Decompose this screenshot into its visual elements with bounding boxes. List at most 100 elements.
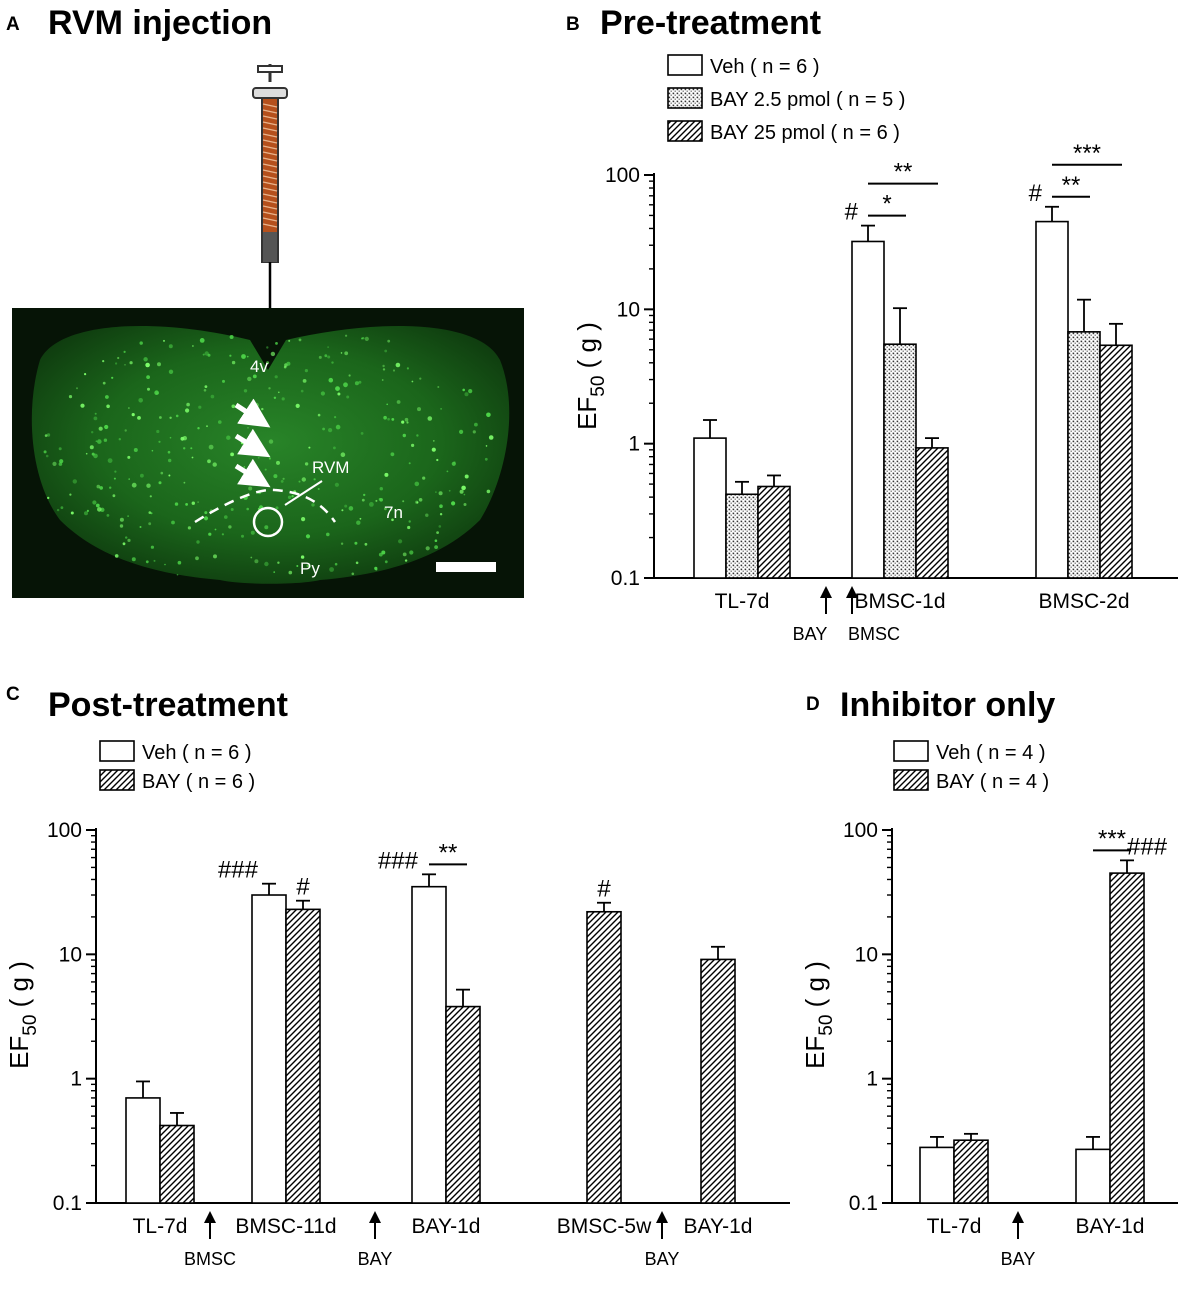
bar-bmsc-2d-dots bbox=[1067, 331, 1101, 579]
legend-entry: Veh ( n = 6 ) bbox=[710, 56, 820, 78]
panel-d: D Inhibitor only 0.1 1 10 100 EF50 ( g ) Veh … bbox=[800, 686, 1178, 1269]
y-tick-label: 1 bbox=[70, 1068, 82, 1091]
bar-bay-1d-hatch bbox=[700, 958, 736, 1204]
arrow-up-icon bbox=[656, 1211, 668, 1239]
bar-bmsc-2d-open bbox=[1035, 220, 1069, 579]
panel-d-title: Inhibitor only bbox=[840, 686, 1055, 724]
panel-a-label: A bbox=[6, 14, 20, 35]
legend-swatch-open bbox=[893, 740, 929, 762]
legend-swatch-open bbox=[667, 54, 703, 76]
y-tick-label: 0.1 bbox=[611, 567, 640, 590]
legend-swatch-dots bbox=[667, 87, 703, 109]
x-tick-label: BAY-1d bbox=[684, 1215, 753, 1238]
x-tick-label: TL-7d bbox=[927, 1215, 982, 1238]
bar-tl-7d-hatch bbox=[159, 1124, 195, 1204]
panel-c-label: C bbox=[6, 684, 20, 705]
bar-bmsc-11d-hatch bbox=[285, 908, 321, 1204]
panel-d-label: D bbox=[806, 694, 820, 715]
significance-mark-hash: ### bbox=[1127, 833, 1168, 860]
significance-stars: ** bbox=[439, 839, 458, 866]
significance-mark-hash: # bbox=[597, 876, 611, 903]
legend-entry: BAY ( n = 4 ) bbox=[936, 771, 1049, 793]
arrow-label: BAY bbox=[645, 1249, 680, 1269]
bar-tl-7d-dots bbox=[725, 493, 759, 579]
significance-stars: ** bbox=[894, 159, 913, 186]
x-tick-label: BAY-1d bbox=[1076, 1215, 1145, 1238]
chart-c: 0.1 1 10 100 EF50 ( g ) Veh ( n = 6 ) BAY ( n … bbox=[4, 740, 790, 1269]
white-arrow-icon bbox=[234, 398, 271, 488]
bar-bay-1d-open bbox=[411, 885, 447, 1204]
y-tick-label: 10 bbox=[617, 298, 640, 321]
x-tick-label: TL-7d bbox=[133, 1215, 188, 1238]
legend-swatch-hatch bbox=[99, 769, 135, 791]
arrow-label: BMSC bbox=[184, 1249, 236, 1269]
chart-d: 0.1 1 10 100 EF50 ( g ) Veh ( n = 4 ) BAY ( n … bbox=[800, 740, 1178, 1269]
brain-label-rvm: RVM bbox=[312, 458, 349, 477]
bar-bay-1d-hatch bbox=[1109, 872, 1145, 1204]
significance-mark-hash: # bbox=[296, 874, 310, 901]
bar-bmsc-2d-hatch bbox=[1099, 344, 1133, 579]
significance-stars: ** bbox=[1062, 172, 1081, 199]
syringe-icon bbox=[252, 64, 288, 310]
significance-stars: *** bbox=[1073, 140, 1101, 167]
arrow-label: BMSC bbox=[848, 624, 900, 644]
arrow-label: BAY bbox=[358, 1249, 393, 1269]
arrow-up-icon bbox=[204, 1211, 216, 1239]
brain-label-4v: 4v bbox=[250, 357, 268, 376]
y-tick-label: 1 bbox=[628, 433, 640, 456]
panel-a: A RVM injection 4v RVM bbox=[6, 4, 524, 598]
significance-mark-hash: # bbox=[845, 199, 859, 226]
legend-entry: Veh ( n = 6 ) bbox=[142, 742, 252, 764]
legend-entry: BAY 2.5 pmol ( n = 5 ) bbox=[710, 89, 905, 111]
legend-swatch-open bbox=[99, 740, 135, 762]
y-axis-label: EF50 ( g ) bbox=[800, 961, 837, 1069]
panel-b-label: B bbox=[566, 14, 580, 35]
arrow-up-icon bbox=[369, 1211, 381, 1239]
x-tick-label: BMSC-1d bbox=[854, 590, 945, 613]
y-tick-label: 100 bbox=[605, 164, 640, 187]
y-tick-label: 0.1 bbox=[849, 1192, 878, 1215]
panel-a-title: RVM injection bbox=[48, 4, 272, 42]
chart-b: 0.1 1 10 100 EF50 ( g ) Veh ( n = 6 ) BAY 2.5 … bbox=[572, 54, 1178, 644]
legend-entry: BAY 25 pmol ( n = 6 ) bbox=[710, 122, 900, 144]
bar-bay-1d-hatch bbox=[445, 1005, 481, 1204]
bar-bay-1d-open bbox=[1075, 1148, 1111, 1204]
bar-bmsc-5w-hatch bbox=[586, 910, 622, 1204]
panel-b: B Pre-treatment 0.1 1 10 100 EF50 ( g ) Veh (… bbox=[566, 4, 1178, 644]
arrow-up-icon bbox=[820, 586, 832, 614]
y-tick-label: 100 bbox=[47, 819, 82, 842]
y-tick-label: 10 bbox=[59, 943, 82, 966]
bar-tl-7d-hatch bbox=[953, 1139, 989, 1204]
arrow-up-icon bbox=[1012, 1211, 1024, 1239]
x-tick-label: TL-7d bbox=[715, 590, 770, 613]
bar-bmsc-1d-dots bbox=[883, 343, 917, 579]
panel-b-title: Pre-treatment bbox=[600, 4, 821, 42]
legend-swatch-hatch bbox=[667, 120, 703, 142]
bar-bmsc-1d-hatch bbox=[915, 447, 949, 579]
panel-c: C Post-treatment 0.1 1 10 100 EF50 ( g ) Veh … bbox=[4, 684, 790, 1269]
legend-entry: BAY ( n = 6 ) bbox=[142, 771, 255, 793]
significance-stars: *** bbox=[1098, 825, 1126, 852]
significance-mark-hash: ### bbox=[378, 847, 419, 874]
bar-tl-7d-open bbox=[125, 1097, 161, 1204]
y-axis-label: EF50 ( g ) bbox=[4, 961, 41, 1069]
x-tick-label: BMSC-2d bbox=[1038, 590, 1129, 613]
significance-mark-hash: # bbox=[1029, 180, 1043, 207]
bar-tl-7d-open bbox=[693, 437, 727, 579]
legend-swatch-hatch bbox=[893, 769, 929, 791]
x-tick-label: BMSC-11d bbox=[235, 1215, 336, 1238]
significance-mark-hash: ### bbox=[218, 857, 259, 884]
bar-tl-7d-open bbox=[919, 1146, 955, 1204]
brain-label-py: Py bbox=[300, 559, 320, 578]
legend-entry: Veh ( n = 4 ) bbox=[936, 742, 1046, 764]
x-tick-label: BMSC-5w bbox=[557, 1215, 652, 1238]
x-tick-label: BAY-1d bbox=[412, 1215, 481, 1238]
arrow-label: BAY bbox=[1001, 1249, 1036, 1269]
significance-stars: * bbox=[882, 191, 891, 218]
arrow-label: BAY bbox=[793, 624, 828, 644]
bar-bmsc-1d-open bbox=[851, 240, 885, 579]
y-axis-label: EF50 ( g ) bbox=[572, 322, 609, 430]
brain-section-image: 4v RVM 7n Py bbox=[12, 308, 524, 598]
panel-c-title: Post-treatment bbox=[48, 686, 288, 724]
